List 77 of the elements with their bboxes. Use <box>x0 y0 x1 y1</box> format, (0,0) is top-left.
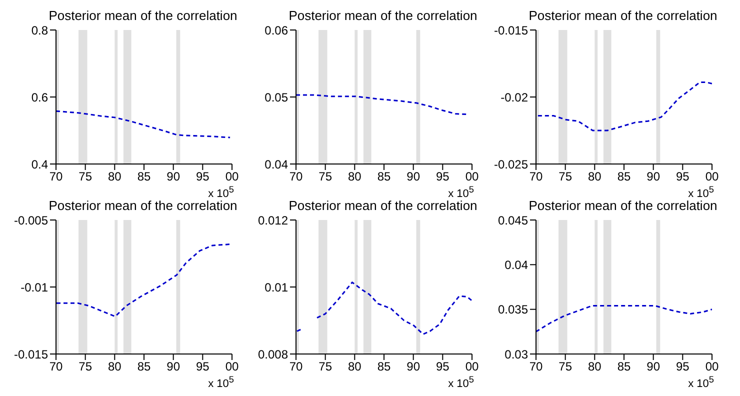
x-tick-label: 95 <box>196 170 210 184</box>
x-tick-label: 90 <box>166 360 180 374</box>
x-tick-label: 80 <box>108 170 122 184</box>
x-tick-label: 85 <box>377 170 391 184</box>
y-tick-label: 0.012 <box>258 213 288 228</box>
x-tick-label: 90 <box>406 170 420 184</box>
x-tick-label: 80 <box>108 360 122 374</box>
x-tick-label: 95 <box>196 360 210 374</box>
text: x 10$^{5}$ <box>448 374 474 390</box>
x-tick-label: 90 <box>646 170 660 184</box>
chart-title: Posterior mean of the correlation <box>288 8 478 23</box>
x-tick-label: 80 <box>348 170 362 184</box>
x-tick-label: 00 <box>705 170 719 184</box>
y-tick-label: 0.01 <box>264 280 288 294</box>
y-tick-label: -0.02 <box>500 90 528 104</box>
y-tick-label: 0.03 <box>504 347 528 362</box>
y-tick-label: 0.05 <box>264 90 288 104</box>
y-tick-label: -0.01 <box>20 280 48 294</box>
x-tick-label: 00 <box>465 360 479 374</box>
x-tick-label: 70 <box>529 360 543 374</box>
y-tick-label: 0.06 <box>264 23 288 38</box>
text: x 10$^{5}$ <box>688 184 714 200</box>
x-tick-label: 85 <box>377 360 391 374</box>
x-tick-label: 80 <box>348 360 362 374</box>
chart-title: Posterior mean of the correlation <box>48 8 238 23</box>
line-series <box>537 82 712 132</box>
x-tick-label: 75 <box>78 170 92 184</box>
chart-title: Posterior mean of the correlation <box>288 198 478 213</box>
chart-title: Posterior mean of the correlation <box>528 8 718 23</box>
x-tick-label: 75 <box>558 360 572 374</box>
y-tick-label: 0.04 <box>264 157 288 172</box>
x-tick-label: 95 <box>436 170 450 184</box>
x-tick-label: 00 <box>225 170 239 184</box>
x-tick-label: 85 <box>137 170 151 184</box>
text: x 10$^{5}$ <box>208 184 234 200</box>
y-tick-label: -0.025 <box>494 157 528 172</box>
x-tick-label: 75 <box>78 360 92 374</box>
text: x 10$^{5}$ <box>688 374 714 390</box>
x-tick-label: 00 <box>465 170 479 184</box>
y-tick-label: 0.4 <box>31 157 48 172</box>
line-series <box>56 243 232 318</box>
line-series <box>536 305 712 332</box>
y-tick-label: 0.6 <box>31 90 48 104</box>
x-tick-label: 80 <box>588 360 602 374</box>
x-tick-label: 85 <box>617 360 631 374</box>
x-tick-label: 70 <box>49 170 63 184</box>
x-tick-label: 00 <box>225 360 239 374</box>
line-series <box>56 110 231 138</box>
x-tick-label: 75 <box>318 170 332 184</box>
y-tick-label: -0.005 <box>14 213 48 228</box>
x-tick-label: 70 <box>529 170 543 184</box>
chart-title: Posterior mean of the correlation <box>48 198 238 213</box>
y-tick-label: -0.015 <box>494 23 528 38</box>
chart-title: Posterior mean of the correlation <box>528 198 718 213</box>
x-tick-label: 70 <box>49 360 63 374</box>
x-tick-label: 70 <box>289 170 303 184</box>
x-tick-label: 70 <box>289 360 303 374</box>
x-tick-label: 75 <box>318 360 332 374</box>
x-tick-label: 95 <box>436 360 450 374</box>
x-tick-label: 85 <box>617 170 631 184</box>
y-tick-label: -0.015 <box>14 347 48 362</box>
x-tick-label: 90 <box>166 170 180 184</box>
x-tick-label: 90 <box>406 360 420 374</box>
y-tick-label: 0.8 <box>31 23 48 38</box>
x-tick-label: 95 <box>676 170 690 184</box>
x-tick-label: 85 <box>137 360 151 374</box>
y-tick-label: 0.035 <box>498 302 528 317</box>
y-tick-label: 0.045 <box>498 213 528 228</box>
x-tick-label: 75 <box>558 170 572 184</box>
x-tick-label: 00 <box>705 360 719 374</box>
y-tick-label: 0.008 <box>258 347 288 362</box>
x-tick-label: 95 <box>676 360 690 374</box>
x-tick-label: 90 <box>646 360 660 374</box>
text: x 10$^{5}$ <box>208 374 234 390</box>
x-tick-label: 80 <box>588 170 602 184</box>
y-tick-label: 0.04 <box>504 258 528 272</box>
text: x 10$^{5}$ <box>448 184 474 200</box>
